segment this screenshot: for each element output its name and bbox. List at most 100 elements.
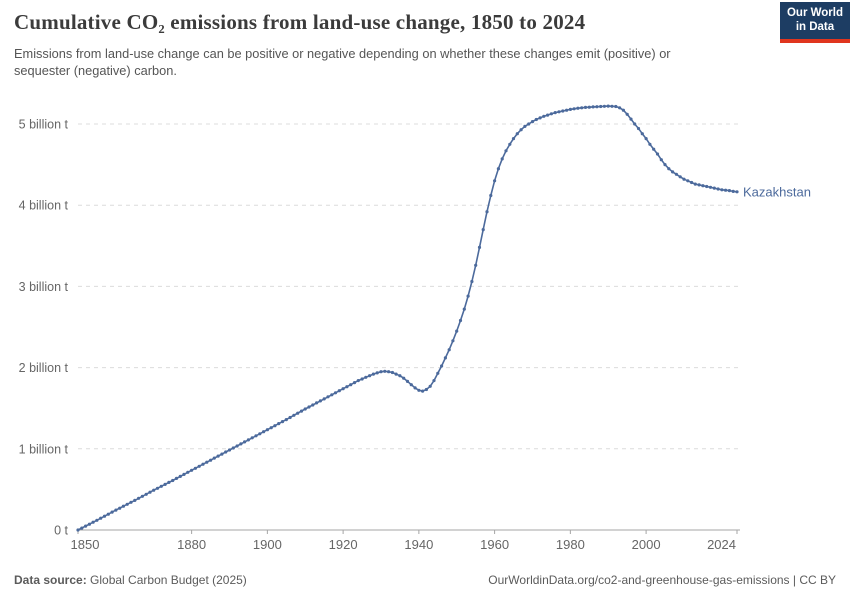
data-point (352, 381, 357, 385)
data-point (106, 512, 110, 516)
data-point (284, 418, 288, 422)
data-point (674, 172, 679, 176)
data-point (451, 339, 455, 343)
data-point (318, 399, 322, 403)
data-point (345, 385, 349, 389)
data-point (599, 104, 603, 109)
data-point (167, 480, 171, 484)
data-point (333, 391, 338, 395)
data-point (133, 498, 137, 502)
data-point (644, 137, 648, 141)
data-point (625, 112, 629, 116)
data-point (182, 472, 186, 476)
data-point (549, 112, 554, 116)
data-point (197, 464, 201, 468)
data-point (633, 122, 637, 126)
data-point (682, 177, 686, 181)
data-point (705, 184, 709, 189)
data-point (326, 395, 330, 399)
data-point (659, 158, 663, 162)
data-source-label: Data source: (14, 573, 87, 587)
data-point (595, 105, 599, 109)
data-point (424, 387, 428, 392)
data-point (405, 379, 410, 383)
data-point (565, 108, 569, 112)
data-point (640, 132, 644, 136)
data-point (667, 167, 671, 171)
data-point (648, 142, 652, 146)
owid-logo-line2: in Data (795, 20, 835, 33)
data-point (292, 413, 296, 417)
data-point (561, 109, 565, 113)
data-point (477, 245, 482, 249)
data-point (341, 387, 345, 391)
data-point (235, 444, 239, 448)
data-point (568, 107, 573, 111)
data-point (110, 510, 114, 514)
data-point (201, 462, 205, 466)
owid-logo-line1: Our World (786, 7, 843, 19)
data-point (265, 428, 269, 432)
data-point (186, 470, 190, 474)
data-point (212, 456, 216, 460)
data-point (364, 375, 368, 379)
data-point (481, 228, 485, 232)
data-point (375, 371, 379, 375)
x-axis-tick-label: 1850 (71, 537, 100, 552)
data-point (137, 496, 141, 500)
data-point (546, 113, 550, 117)
data-point (432, 379, 436, 383)
data-point (371, 372, 375, 376)
x-axis-tick-label: 1900 (253, 537, 282, 552)
data-point (716, 187, 720, 191)
x-axis-tick-label: 1940 (404, 537, 433, 552)
data-point (496, 167, 500, 171)
data-point (280, 420, 285, 424)
data-point (602, 104, 607, 108)
data-point (299, 409, 304, 413)
data-point (99, 516, 103, 520)
data-point (511, 137, 516, 141)
data-point (557, 110, 561, 114)
credit-link[interactable]: OurWorldinData.org/co2-and-greenhouse-ga… (488, 573, 836, 587)
chart-header: Cumulative CO₂ emissions from land-use c… (14, 10, 836, 79)
data-point (80, 526, 84, 530)
data-point (273, 424, 277, 428)
chart-subtitle: Emissions from land-use change can be po… (14, 46, 671, 79)
data-point (697, 183, 701, 187)
data-point (322, 397, 326, 401)
data-point (519, 128, 523, 132)
data-point (171, 478, 175, 483)
data-point (655, 152, 660, 156)
data-point (205, 460, 209, 464)
data-point (629, 117, 633, 121)
data-point (504, 149, 508, 153)
data-point (485, 210, 489, 214)
data-point (440, 364, 444, 368)
data-point (121, 504, 125, 508)
data-point (402, 376, 406, 380)
data-point (178, 474, 182, 478)
data-point (466, 294, 470, 298)
data-point (576, 106, 580, 110)
data-point (246, 438, 250, 442)
data-point (458, 318, 463, 323)
data-point (193, 466, 197, 470)
data-source-value: Global Carbon Budget (2025) (86, 573, 247, 587)
data-point (606, 104, 610, 108)
data-point (102, 514, 107, 518)
data-point (686, 179, 690, 183)
data-point (174, 476, 179, 480)
data-point (368, 374, 372, 378)
data-point (735, 190, 739, 194)
data-point (489, 193, 493, 198)
data-point (690, 180, 694, 185)
data-point (307, 405, 311, 409)
data-point (209, 458, 213, 462)
data-point (148, 490, 152, 494)
data-point (258, 432, 262, 436)
data-point (618, 106, 622, 110)
data-point (538, 116, 542, 120)
data-point (390, 370, 394, 375)
data-point (243, 440, 247, 444)
